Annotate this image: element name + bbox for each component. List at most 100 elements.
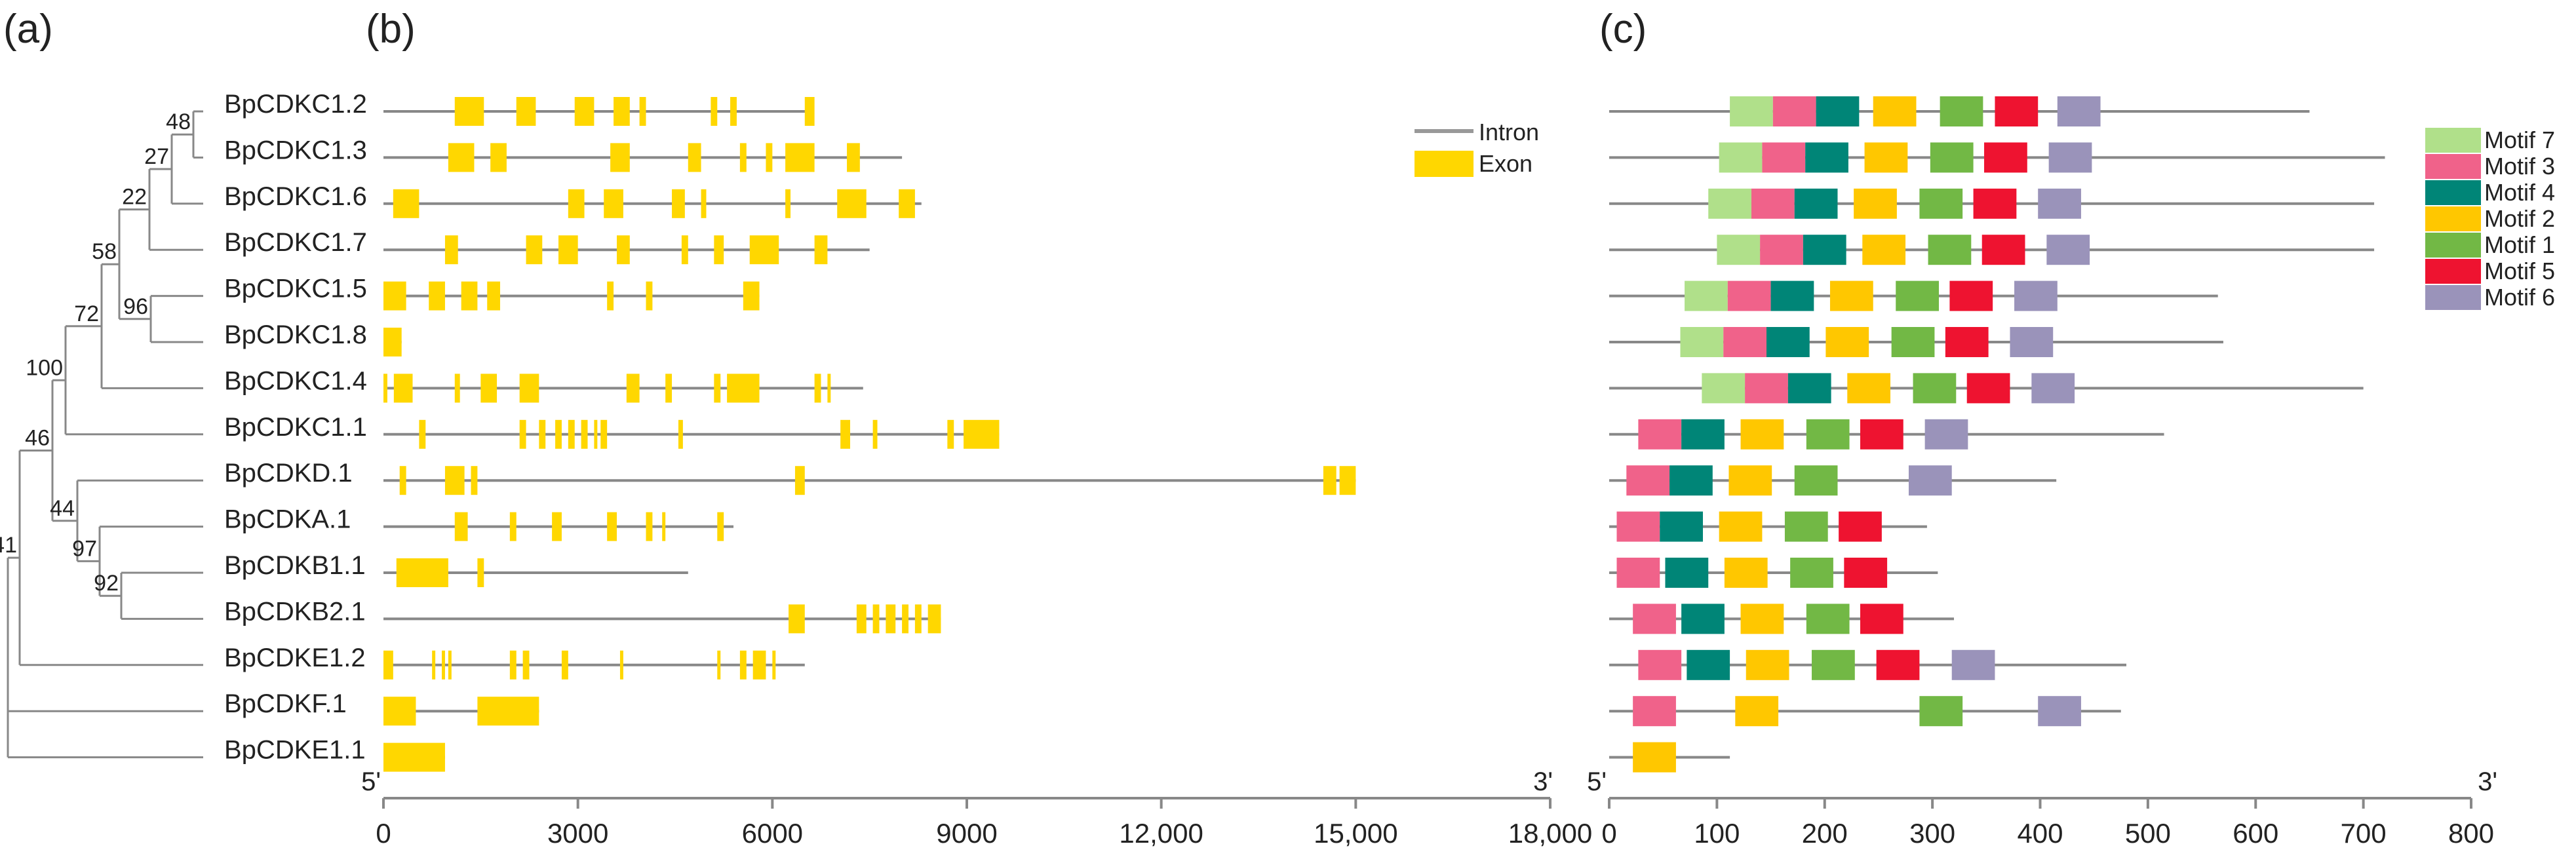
motif-block <box>1924 419 1968 450</box>
exon-block <box>947 419 954 449</box>
axis-tick-label: 300 <box>1909 818 1955 849</box>
axis-tick-label: 0 <box>376 818 391 849</box>
exon-block <box>714 235 724 265</box>
bootstrap-labels: 48 27 22 58 96 72 100 46 44 97 92 41 <box>0 109 191 596</box>
motif-block <box>1981 235 2025 265</box>
exon-block <box>914 604 922 634</box>
exon-block <box>574 97 595 126</box>
axis-tick-label: 700 <box>2341 818 2387 849</box>
exon-block <box>614 97 630 126</box>
exon-block <box>607 512 617 541</box>
axis-end-5: 5' <box>361 767 381 796</box>
bootstrap-value: 100 <box>26 355 63 380</box>
exon-block <box>568 189 585 218</box>
motif-block <box>1687 649 1730 680</box>
exon-block <box>714 374 721 403</box>
motif-block <box>1973 188 2017 219</box>
axis-tick-label: 600 <box>2233 818 2278 849</box>
exon-block <box>393 374 413 403</box>
exon-block <box>581 419 588 449</box>
bootstrap-value: 58 <box>92 239 117 264</box>
motif-block <box>1740 419 1784 450</box>
motif-block <box>1638 649 1682 680</box>
motif-legend-swatch <box>2425 259 2481 284</box>
axis-end-3: 3' <box>2478 767 2497 796</box>
gene-label: BpCDKC1.5 <box>224 275 367 303</box>
exon-block <box>561 650 568 680</box>
exon-block <box>739 650 747 680</box>
exon-block <box>610 143 630 172</box>
motif-block <box>1626 465 1670 496</box>
motif-block <box>1685 280 1728 311</box>
motif-axis: 0 100 200 300 400 500 600 700 800 5' 3' <box>1587 767 2497 849</box>
motif-block <box>1794 188 1838 219</box>
motif-legend-label: Motif 7 <box>2484 126 2555 153</box>
gene-label: BpCDKB1.1 <box>224 551 366 580</box>
motif-legend-swatch <box>2425 206 2481 231</box>
motif-legend-swatch <box>2425 128 2481 153</box>
exon-block <box>847 143 860 172</box>
motif-block <box>1864 142 1908 173</box>
exon-block <box>526 235 543 265</box>
exon-block <box>490 143 507 172</box>
axis-tick-label: 100 <box>1694 818 1740 849</box>
motif-block <box>1702 373 1746 404</box>
motif-legend-swatch <box>2425 285 2481 310</box>
motif-block <box>1633 742 1676 773</box>
motif-block <box>1728 465 1772 496</box>
exon-block <box>399 466 406 495</box>
bootstrap-value: 48 <box>166 109 191 134</box>
gene-label: BpCDKC1.7 <box>224 228 367 257</box>
motif-block <box>1770 280 1814 311</box>
motif-block <box>1896 280 1939 311</box>
motif-block <box>2014 280 2058 311</box>
exon-block <box>730 97 737 126</box>
motif-block <box>2057 96 2101 126</box>
motif-block <box>1669 465 1713 496</box>
exon-block <box>383 697 416 726</box>
exon-block <box>600 419 608 449</box>
motif-block <box>1730 96 1773 126</box>
motif-legend-swatch <box>2425 180 2481 205</box>
motif-block <box>1751 188 1795 219</box>
motif-block <box>2038 696 2081 727</box>
motif-block <box>1708 188 1751 219</box>
gene-label: BpCDKC1.4 <box>224 366 367 395</box>
bootstrap-value: 41 <box>0 533 17 558</box>
exon-block <box>646 512 653 541</box>
exon-block <box>555 419 562 449</box>
gene-label: BpCDKE1.2 <box>224 644 366 672</box>
motif-block <box>1723 327 1766 357</box>
exon-block <box>646 281 653 311</box>
motif-block <box>1724 558 1768 588</box>
motif-block <box>1949 280 1993 311</box>
exon-block <box>477 558 484 587</box>
motif-block <box>1616 558 1660 588</box>
motif-block <box>2046 235 2090 265</box>
motif-legend-label: Motif 1 <box>2484 231 2555 258</box>
exon-block <box>752 650 766 680</box>
exon-block <box>480 374 498 403</box>
motif-block <box>1847 373 1891 404</box>
motif-block <box>1951 649 1995 680</box>
motif-block <box>1660 511 1704 542</box>
motif-block <box>1794 465 1838 496</box>
exon-block <box>872 419 878 449</box>
exon-block <box>639 97 646 126</box>
exon-block <box>454 97 484 126</box>
panel-label-c: (c) <box>1599 7 1647 52</box>
motif-block <box>1928 235 1972 265</box>
exon-block <box>383 650 393 680</box>
exon-block <box>814 374 821 403</box>
exon-block <box>552 512 562 541</box>
gene-label: BpCDKD.1 <box>224 459 353 488</box>
exon-block <box>1339 466 1356 495</box>
bootstrap-value: 72 <box>74 301 99 326</box>
motif-block <box>1681 604 1725 634</box>
panel-label-a: (a) <box>3 7 53 52</box>
motif-block <box>1745 373 1788 404</box>
exon-block <box>827 374 831 403</box>
motif-block <box>2010 327 2054 357</box>
exon-block <box>432 650 436 680</box>
exon-block <box>477 697 539 726</box>
